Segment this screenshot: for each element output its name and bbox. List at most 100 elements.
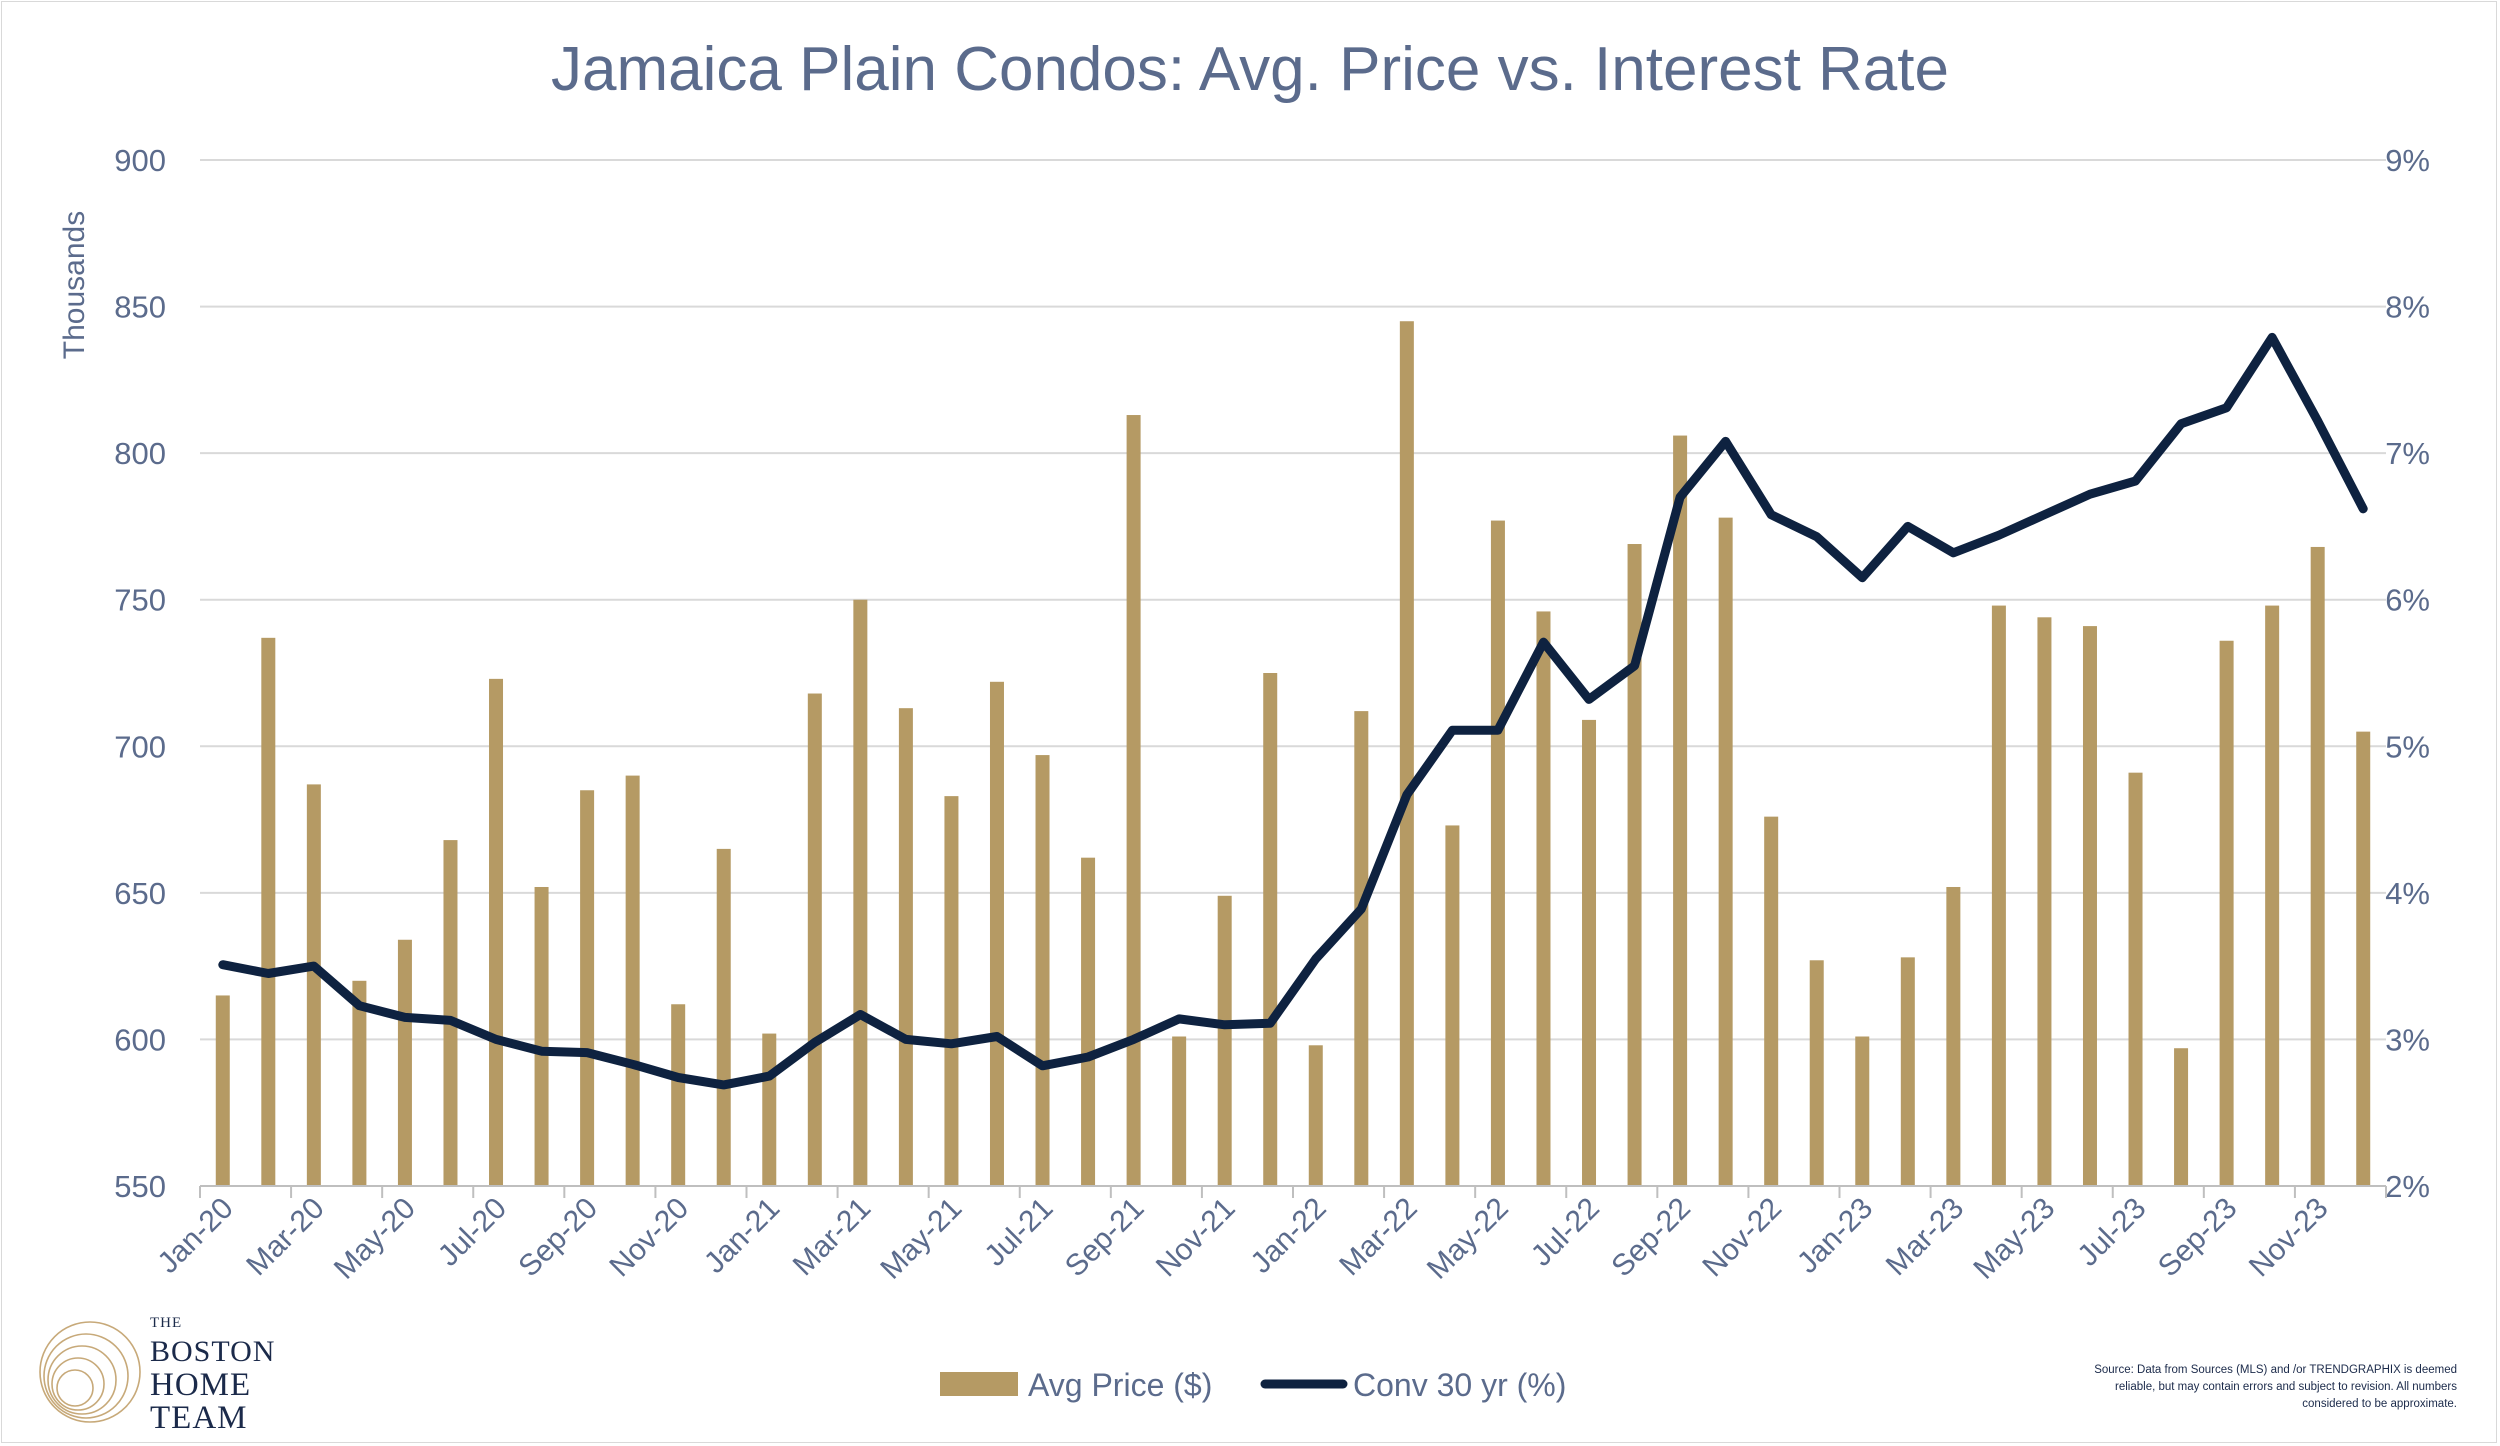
bar [1217, 895, 1232, 1186]
bar [1081, 857, 1096, 1186]
y-right-tick-label: 9% [2385, 143, 2430, 178]
bar [1354, 711, 1369, 1186]
bar [215, 995, 230, 1186]
bar [2356, 731, 2371, 1186]
bar [807, 693, 822, 1186]
bar-series-avg-price [215, 321, 2371, 1186]
bar [1308, 1045, 1323, 1186]
bar [1172, 1036, 1187, 1186]
y-right-tick-label: 5% [2385, 729, 2430, 764]
bar [1627, 544, 1642, 1186]
x-tick-label: Sep-23 [2152, 1192, 2244, 1284]
bar [853, 599, 868, 1186]
bar [716, 848, 731, 1186]
x-tick-label: May-20 [328, 1192, 422, 1286]
bar [261, 637, 276, 1186]
x-tick-label: Nov-21 [1150, 1192, 1242, 1284]
bar [580, 790, 595, 1186]
logo-text-the: THE [150, 1315, 183, 1331]
bar [1582, 719, 1597, 1186]
legend-label-conv-30yr: Conv 30 yr (%) [1353, 1367, 1566, 1403]
x-tick-label: Mar-21 [787, 1192, 878, 1283]
bar [1900, 957, 1915, 1186]
bar [397, 939, 412, 1186]
bar [671, 1004, 686, 1186]
y-left-tick-label: 550 [114, 1169, 166, 1204]
y-right-tick-label: 6% [2385, 583, 2430, 618]
x-tick-label: Jan-21 [698, 1192, 786, 1280]
bar [989, 681, 1004, 1186]
bar [2037, 617, 2052, 1186]
x-tick-label: Jul-20 [432, 1192, 513, 1273]
bar [1718, 517, 1733, 1186]
bar [1855, 1036, 1870, 1186]
bar [762, 1033, 777, 1186]
x-tick-label: Sep-21 [1059, 1192, 1151, 1284]
x-tick-label: Jan-20 [152, 1192, 240, 1280]
bar [443, 840, 458, 1186]
bar [1035, 755, 1050, 1186]
x-tick-label: May-21 [874, 1192, 968, 1286]
bar [534, 886, 549, 1186]
bar [1263, 673, 1278, 1186]
legend-swatch-avg-price [940, 1372, 1018, 1396]
y-right-tick-label: 2% [2385, 1169, 2430, 1204]
x-tick-label: Jul-21 [978, 1192, 1059, 1273]
x-tick-label: Mar-20 [240, 1192, 331, 1283]
y-left-tick-label: 900 [114, 143, 166, 178]
x-tick-label: Jan-22 [1245, 1192, 1333, 1280]
bar [2082, 626, 2097, 1186]
y-right-tick-label: 7% [2385, 436, 2430, 471]
x-tick-label: Nov-22 [1696, 1192, 1788, 1284]
source-line: Source: Data from Sources (MLS) and /or … [2094, 1364, 2457, 1376]
source-line: reliable, but may contain errors and sub… [2115, 1381, 2457, 1393]
bar [352, 980, 367, 1186]
chart-title: Jamaica Plain Condos: Avg. Price vs. Int… [551, 35, 1949, 104]
x-tick-label: Nov-23 [2243, 1192, 2335, 1284]
y-left-tick-label: 700 [114, 729, 166, 764]
bar [2219, 640, 2234, 1186]
logo-text-team: TEAM [150, 1400, 248, 1436]
x-tick-label: Jul-23 [2071, 1192, 2152, 1273]
bar [1991, 605, 2006, 1186]
bar [1399, 321, 1414, 1186]
bar [625, 775, 640, 1186]
x-tick-label: Jan-23 [1791, 1192, 1879, 1280]
grid-lines [200, 159, 2386, 1041]
y-left-tick-label: 650 [114, 876, 166, 911]
y-axis-label: Thousands [58, 211, 91, 359]
x-tick-label: Mar-22 [1333, 1192, 1424, 1283]
line-series-conv-30yr [218, 332, 2368, 1090]
bar [2265, 605, 2280, 1186]
y-right-tick-label: 8% [2385, 290, 2430, 325]
logo-text-home: HOME [150, 1367, 252, 1403]
bar [2174, 1048, 2189, 1186]
y-right-tick-label: 3% [2385, 1022, 2430, 1057]
legend: Avg Price ($) Conv 30 yr (%) [940, 1367, 1566, 1403]
logo-text-boston: BOSTON [150, 1335, 276, 1368]
x-tick-label: Jul-22 [1525, 1192, 1606, 1273]
y-right-tick-label: 4% [2385, 876, 2430, 911]
x-tick-label: Nov-20 [603, 1192, 695, 1284]
x-tick-label: Sep-20 [512, 1192, 604, 1284]
y-left-tick-label: 600 [114, 1022, 166, 1057]
x-tick-label: Sep-22 [1605, 1192, 1697, 1284]
bar [944, 796, 959, 1186]
y-axis-left: 550 600 650 700 750 800 850 900 [114, 143, 166, 1204]
source-note: Source: Data from Sources (MLS) and /or … [1997, 1362, 2457, 1413]
bar [898, 708, 913, 1186]
x-tick-label: May-23 [1967, 1192, 2061, 1286]
y-left-tick-label: 800 [114, 436, 166, 471]
y-left-tick-label: 850 [114, 290, 166, 325]
y-axis-right: 2% 3% 4% 5% 6% 7% 8% 9% [2385, 143, 2430, 1204]
source-line: considered to be approximate. [2302, 1398, 2457, 1410]
bar [306, 784, 321, 1186]
bar [1764, 816, 1779, 1186]
bar [1445, 825, 1460, 1186]
x-tick-label: Mar-23 [1880, 1192, 1971, 1283]
bar [1490, 520, 1505, 1186]
boston-home-team-logo [39, 1321, 141, 1423]
bar [2128, 772, 2143, 1186]
